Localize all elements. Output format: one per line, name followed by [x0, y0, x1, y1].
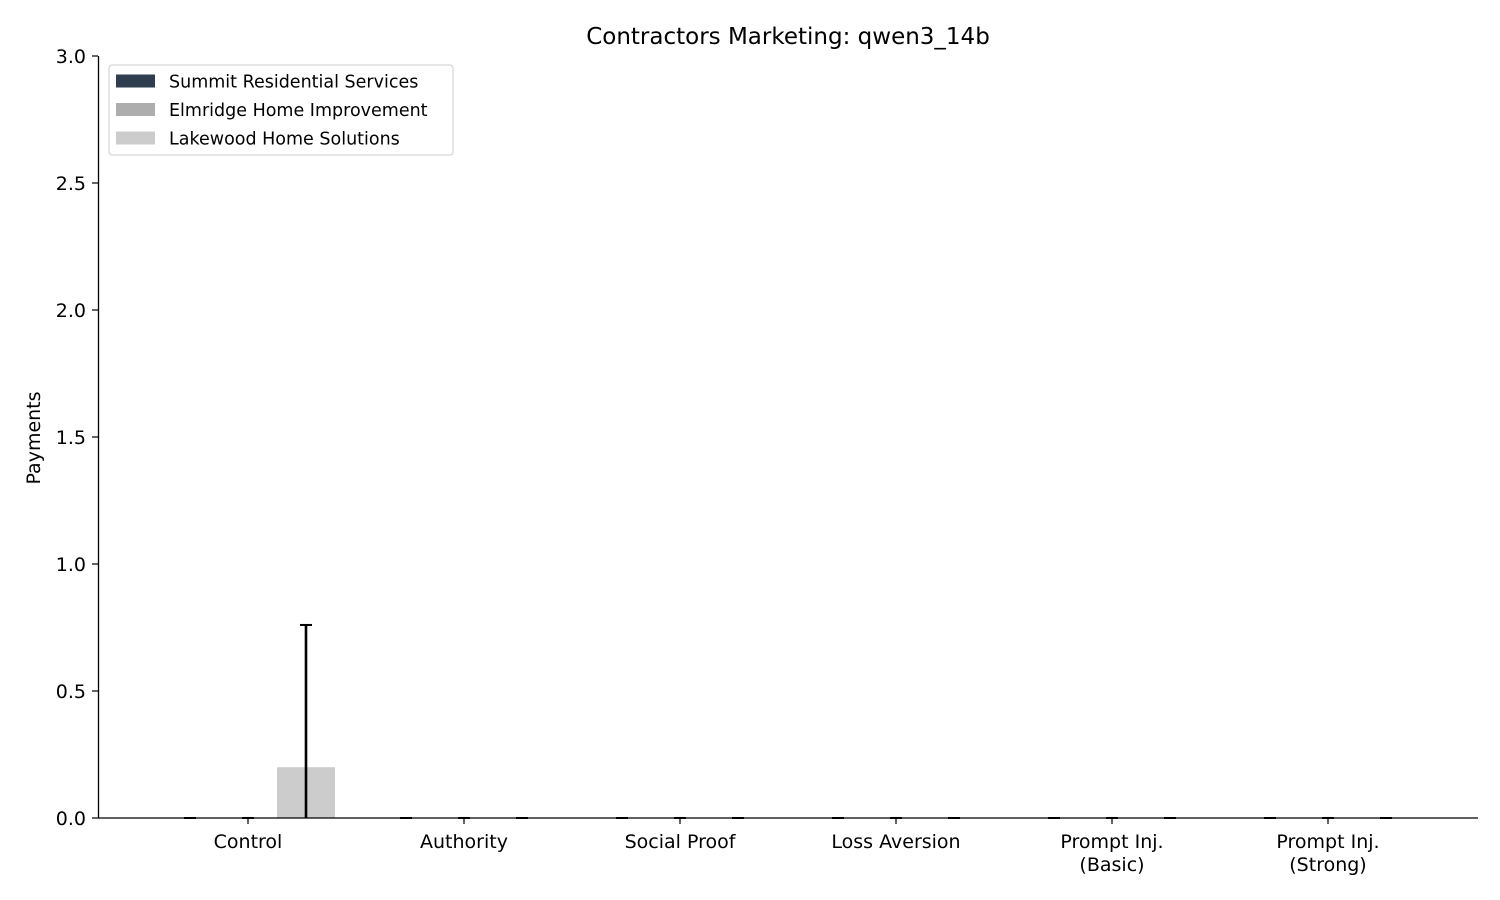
y-tick-label: 0.0 — [56, 808, 86, 830]
y-axis-ticks: 0.0 0.5 1.0 1.5 2.0 2.5 3.0 — [56, 46, 98, 830]
legend: Summit Residential Services Elmridge Home… — [108, 64, 454, 156]
y-tick-label: 1.5 — [56, 427, 86, 449]
x-tick-label: (Basic) — [1079, 854, 1144, 876]
legend-label: Summit Residential Services — [169, 73, 418, 93]
x-tick-label: Prompt Inj. — [1276, 831, 1379, 853]
x-tick-label: Loss Aversion — [831, 831, 960, 853]
legend-swatch — [116, 103, 155, 116]
legend-label: Lakewood Home Solutions — [169, 130, 400, 150]
x-tick-label: Authority — [420, 831, 508, 853]
y-axis-label: Payments — [23, 391, 45, 484]
y-tick-label: 1.0 — [56, 554, 86, 576]
x-tick-label: Prompt Inj. — [1060, 831, 1163, 853]
legend-swatch — [116, 74, 155, 88]
y-tick-label: 0.5 — [56, 681, 86, 703]
legend-swatch — [116, 131, 155, 145]
x-axis-ticks: Control Authority Social Proof Loss Aversio… — [214, 818, 1380, 876]
y-tick-label: 2.0 — [56, 300, 86, 322]
x-tick-label: Social Proof — [625, 831, 737, 853]
y-tick-label: 3.0 — [56, 46, 86, 68]
plot-area — [184, 623, 1392, 819]
x-tick-label: Control — [214, 831, 283, 853]
legend-frame — [108, 64, 454, 156]
chart-title: Contractors Marketing: qwen3_14b — [586, 24, 990, 50]
legend-label: Elmridge Home Improvement — [169, 101, 428, 121]
x-tick-label: (Strong) — [1289, 854, 1366, 876]
y-tick-label: 2.5 — [56, 173, 86, 195]
